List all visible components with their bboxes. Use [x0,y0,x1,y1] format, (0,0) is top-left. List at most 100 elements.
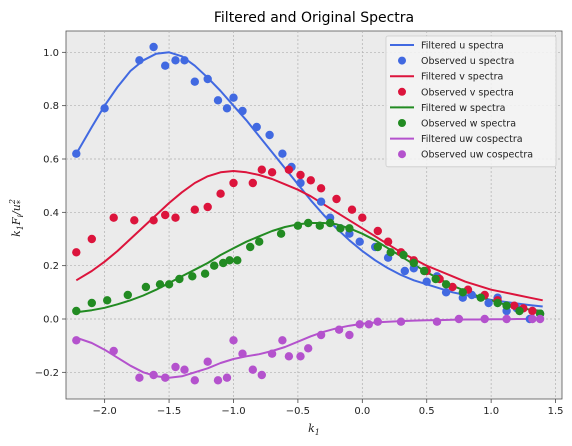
data-point [364,320,373,329]
data-point [332,194,341,204]
data-point [188,272,197,281]
series-line [75,170,543,302]
x-tick-label: 1.5 [548,406,564,417]
data-point [336,224,345,233]
data-point [515,306,524,316]
data-point [164,280,174,289]
data-point [420,266,429,276]
data-point [213,376,223,385]
data-point [213,96,223,105]
data-point [161,210,170,220]
data-point [373,317,382,326]
legend-marker-swatch [398,150,406,159]
data-point [246,242,255,252]
data-point [238,349,247,358]
x-axis-label: k1 [308,422,320,437]
data-point [248,178,257,188]
data-point [135,373,144,382]
x-tick-label: 1.0 [483,406,499,417]
legend: Filtered u spectra Observed u spectra Filt… [385,35,557,168]
data-point [135,56,144,65]
data-point [399,250,408,260]
data-point [123,290,132,300]
legend-marker-swatch [398,56,406,65]
data-point [315,221,324,230]
data-point [528,306,537,316]
data-point [216,189,225,198]
data-point [141,282,151,292]
data-point [278,336,287,345]
y-tick-label: 0.0 [43,315,59,326]
data-point [535,314,545,324]
data-point [267,349,277,358]
x-tick-label: −0.5 [286,406,310,417]
data-point [458,288,467,297]
data-point [203,74,212,84]
data-point [422,277,431,286]
data-point [304,344,313,353]
data-point [210,261,219,270]
data-point [180,56,189,65]
data-point [252,122,261,132]
data-point [255,237,264,246]
data-point [175,274,184,284]
data-point [345,330,354,340]
data-point [87,234,97,244]
y-tick-label: −0.2 [35,368,59,379]
data-point [383,237,393,246]
data-point [441,288,451,297]
data-point [103,296,112,305]
y-tick-label: 1.0 [43,48,59,59]
data-point [432,317,442,326]
data-point [171,362,180,372]
legend-marker-swatch [398,119,406,127]
data-point [284,352,294,361]
data-point [100,104,109,113]
data-point [293,221,303,230]
y-tick-label: 0.6 [43,155,59,166]
data-point [200,269,210,278]
data-point [528,314,537,324]
data-point [400,266,409,276]
x-tick-label: −1.0 [221,406,245,417]
data-point [267,168,277,177]
data-point [171,56,180,65]
data-point [229,178,238,188]
data-point [149,216,158,225]
data-point [222,104,232,113]
data-point [109,346,118,356]
data-point [222,373,232,382]
data-point [296,178,305,188]
series [72,42,545,385]
data-point [203,202,212,212]
data-point [355,320,364,329]
data-point [72,149,81,158]
legend-label: Filtered w spectra [421,103,506,114]
legend-label: Filtered u spectra [421,41,504,52]
y-axis-label: k1Fi/u2* [8,199,25,237]
data-point [480,314,489,324]
data-point [278,149,287,158]
data-point [149,42,158,52]
data-point [233,256,242,265]
data-point [238,106,247,116]
data-point [72,336,81,345]
data-point [345,224,354,233]
data-point [180,365,189,374]
data-point [257,165,266,174]
data-point [72,306,81,316]
data-point [448,282,457,292]
data-point [306,176,315,185]
data-point [229,93,238,102]
data-point [304,218,313,228]
data-point [316,330,326,340]
x-tick-label: −2.0 [93,406,117,417]
data-point [72,248,81,257]
data-point [190,77,199,86]
data-point [454,314,464,324]
x-tick-label: −1.5 [157,406,181,417]
data-point [316,197,326,206]
data-point [109,213,118,222]
legend-marker-swatch [398,87,406,96]
data-point [161,61,170,70]
